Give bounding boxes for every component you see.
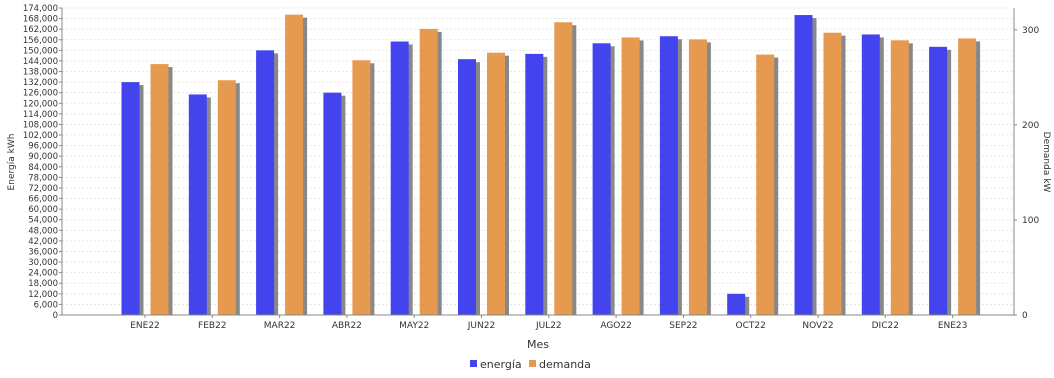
left-tick-label: 156,000 [23,36,58,46]
legend-swatch-energia [470,360,477,367]
bar-demanda [554,22,573,316]
bar-demanda [890,40,909,315]
right-tick-label: 300 [1022,26,1039,36]
right-tick-label: 200 [1022,121,1039,131]
bar-energia [727,293,746,315]
y-axis-right-title: Demanda kW [1041,132,1051,193]
bar-energia [592,43,611,316]
left-tick-label: 144,000 [23,57,58,67]
legend-label-demanda: demanda [539,358,591,371]
legend: energía demanda [470,358,591,371]
x-tick-label: ENE23 [938,321,968,331]
legend-swatch-demanda [529,360,536,367]
x-tick-label: MAR22 [264,321,296,331]
left-tick-label: 120,000 [23,99,58,109]
bar-energia [256,50,275,316]
bar-demanda [756,54,775,315]
left-tick-label: 18,000 [28,279,58,289]
left-tick-label: 6,000 [34,300,58,310]
x-tick-label: JUN22 [467,321,495,331]
x-tick-label: JUL22 [535,321,562,331]
axes [61,8,1015,316]
bar-energia [659,36,678,315]
y-axis-left-title: Energía kWh [7,134,17,191]
left-tick-label: 132,000 [23,78,58,88]
bar-energia [188,94,207,315]
x-tick-label: ENE22 [130,321,160,331]
left-tick-label: 24,000 [28,269,58,279]
left-tick-label: 90,000 [28,152,58,162]
x-axis-title: Mes [527,338,549,351]
x-tick-label: MAY22 [399,321,429,331]
right-axis-ticks: 300 200 100 0 [1014,26,1039,321]
left-tick-label: 78,000 [28,173,58,183]
left-tick-label: 60,000 [28,205,58,215]
left-tick-label: 36,000 [28,247,58,257]
bar-energia [929,46,948,315]
bar-demanda [688,39,707,315]
left-tick-label: 114,000 [23,110,58,120]
bar-demanda [217,80,236,315]
right-tick-label: 0 [1022,311,1028,321]
bar-energia [121,82,140,315]
x-tick-label: OCT22 [736,321,766,331]
left-tick-label: 12,000 [28,290,58,300]
left-tick-label: 54,000 [28,216,58,226]
x-tick-label: ABR22 [332,321,362,331]
left-tick-label: 48,000 [28,226,58,236]
x-tick-label: AGO22 [600,321,632,331]
x-axis-ticks: ENE22 FEB22 MAR22 ABR22 MAY22 JUN22 JUL22 AGO22… [130,315,967,331]
bar-energia [458,59,476,315]
left-tick-label: 84,000 [28,163,58,173]
left-tick-label: 174,000 [23,4,58,14]
left-tick-label: 42,000 [28,237,58,247]
left-tick-label: 108,000 [23,120,58,130]
bar-demanda [958,38,977,316]
bar-demanda [621,37,640,316]
bar-demanda [150,64,169,316]
left-tick-label: 138,000 [23,68,58,78]
x-tick-label: DIC22 [872,321,899,331]
left-tick-label: 126,000 [23,89,58,99]
left-tick-label: 96,000 [28,142,58,152]
x-tick-label: NOV22 [802,321,833,331]
bar-demanda [352,60,371,315]
bar-energia [861,34,880,316]
right-tick-label: 100 [1022,216,1039,226]
bar-energia [323,92,342,315]
x-tick-label: SEP22 [669,321,697,331]
bar-demanda [823,32,842,316]
left-tick-label: 102,000 [23,131,58,141]
left-tick-label: 30,000 [28,258,58,268]
left-tick-label: 168,000 [23,15,58,25]
bar-demanda [487,52,505,316]
bar-energia [794,15,813,316]
x-tick-label: FEB22 [198,321,227,331]
bar-demanda [285,14,304,315]
bars [121,14,981,316]
bar-energia [390,41,409,316]
bar-energia [525,53,544,315]
left-tick-label: 150,000 [23,46,58,56]
legend-label-energia: energía [480,358,522,371]
left-tick-label: 72,000 [28,184,58,194]
left-tick-label: 162,000 [23,25,58,35]
left-tick-label: 66,000 [28,195,58,205]
left-axis-ticks: 174,000168,000162,000156,000150,000144,0… [23,4,62,321]
bar-demanda [419,28,438,315]
left-tick-label: 0 [53,311,58,321]
